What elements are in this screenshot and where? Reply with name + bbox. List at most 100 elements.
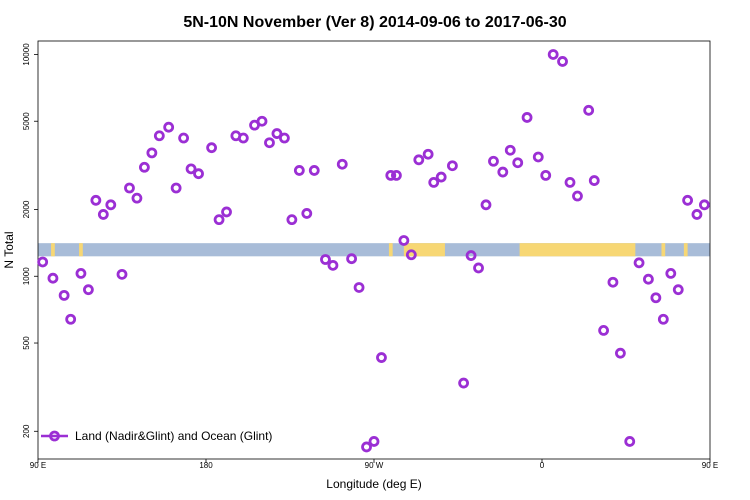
data-point [390, 169, 402, 181]
y-tick-label: 5000 [22, 112, 31, 130]
legend-label: Land (Nadir&Glint) and Ocean (Glint) [75, 429, 272, 443]
data-point [583, 104, 595, 116]
data-point [650, 292, 662, 304]
data-point [278, 132, 290, 144]
data-point [504, 144, 516, 156]
data-point [428, 176, 440, 188]
land-patch [683, 243, 688, 257]
y-tick-label: 200 [22, 424, 31, 438]
data-point [633, 257, 645, 269]
data-point [293, 165, 305, 176]
data-point [105, 199, 117, 211]
data-point [458, 377, 470, 389]
data-point [446, 160, 458, 172]
data-point [480, 199, 492, 211]
x-tick-label: 0 [540, 461, 545, 470]
data-point [385, 169, 397, 181]
data-point [213, 214, 225, 226]
data-point [699, 199, 710, 211]
data-point [327, 259, 339, 271]
data-point [221, 206, 232, 218]
data-point [532, 151, 544, 163]
data-point [178, 132, 190, 144]
data-point [237, 132, 249, 144]
data-point [691, 209, 703, 220]
data-point [643, 273, 654, 285]
data-point [465, 250, 477, 261]
data-point [163, 121, 175, 133]
data-point [682, 194, 693, 206]
data-point [83, 284, 94, 296]
data-point [37, 256, 49, 268]
data-point [624, 436, 636, 447]
data-points [37, 49, 710, 453]
data-point [90, 194, 102, 206]
data-point [405, 249, 417, 261]
data-point [422, 148, 434, 160]
data-point [286, 214, 298, 226]
y-tick-label: 1000 [22, 267, 31, 285]
data-point [488, 155, 499, 167]
data-point [615, 347, 626, 359]
land-patch [519, 243, 636, 257]
data-point [206, 142, 218, 154]
data-point [271, 128, 283, 139]
data-point [116, 268, 128, 280]
data-point [97, 209, 109, 220]
data-point [193, 168, 204, 180]
data-point [170, 182, 182, 194]
land-patch [51, 243, 55, 257]
x-tick-label: 180 [199, 461, 213, 470]
data-point [540, 169, 552, 181]
data-point [572, 190, 583, 202]
y-tick-label: 2000 [22, 200, 31, 218]
x-tick-label: 90 E [30, 461, 46, 470]
data-point [336, 158, 348, 170]
data-point [672, 284, 684, 296]
data-point [264, 137, 275, 149]
data-point [435, 171, 447, 183]
data-point [497, 166, 509, 178]
data-point [65, 313, 77, 325]
land-patch [661, 243, 666, 257]
data-point [368, 436, 380, 447]
data-point [308, 165, 320, 176]
data-point [598, 325, 609, 336]
legend-marker [49, 430, 60, 442]
data-point [398, 235, 410, 246]
data-point [547, 49, 559, 60]
data-point [58, 289, 70, 301]
data-point [131, 192, 143, 204]
data-point [346, 253, 358, 265]
map-band [38, 243, 710, 257]
legend: Land (Nadir&Glint) and Ocean (Glint) [41, 429, 272, 443]
x-tick-label: 90 E [702, 461, 718, 470]
data-point [607, 276, 619, 288]
data-point [376, 352, 387, 363]
data-point [564, 176, 576, 188]
data-point [557, 56, 568, 67]
data-point [657, 313, 669, 325]
data-point [521, 112, 533, 123]
land-patch [388, 243, 393, 257]
data-point [75, 268, 87, 279]
data-point [153, 130, 165, 142]
data-point [588, 175, 600, 186]
data-point [124, 182, 135, 194]
data-point [301, 208, 313, 219]
y-tick-label: 500 [22, 336, 31, 350]
axis-ticks: 90 E 180 90 W 0 90 E 200 500 1000 2000 5000 10000 [22, 43, 718, 470]
data-point [146, 147, 158, 159]
data-point [138, 161, 150, 173]
data-point [413, 154, 425, 166]
data-point [185, 163, 197, 175]
y-tick-label: 10000 [22, 43, 31, 66]
data-point [353, 282, 365, 293]
plot-frame [37, 40, 711, 460]
y-axis-label: N Total [2, 231, 16, 268]
data-point [665, 268, 677, 279]
data-point [361, 441, 372, 453]
data-point [256, 115, 268, 127]
chart-title: 5N-10N November (Ver 8) 2014-09-06 to 20… [183, 14, 566, 31]
